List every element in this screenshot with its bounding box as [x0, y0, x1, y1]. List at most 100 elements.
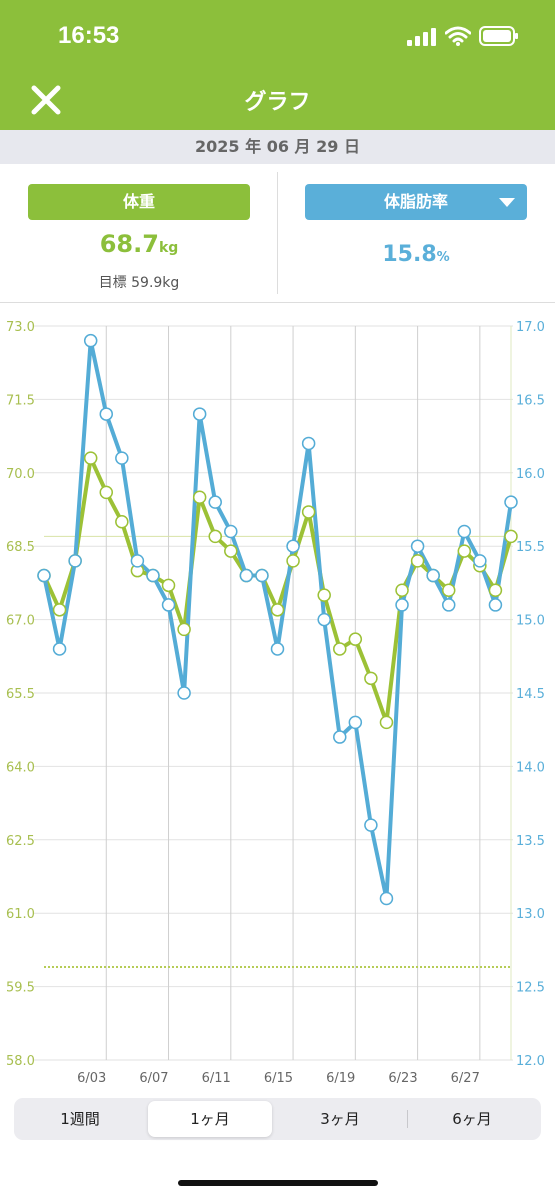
point-weight	[395, 583, 409, 597]
point-fat	[317, 612, 331, 627]
point-fat	[37, 568, 51, 583]
point-weight	[488, 583, 503, 597]
tab-6months[interactable]: 6ヶ月	[452, 1110, 492, 1128]
y-right-tick-label: 13.0	[516, 907, 545, 922]
point-fat	[457, 524, 472, 539]
y-left-tick-label: 68.5	[6, 540, 35, 555]
point-fat	[99, 407, 114, 421]
nav-bar: グラフ	[0, 70, 555, 130]
fat-value: 15.8%	[305, 242, 527, 267]
date-label: 2025 年 06 月 29 日	[0, 130, 555, 164]
point-weight	[161, 578, 176, 593]
point-fat	[441, 598, 456, 612]
tab-3months[interactable]: 3ヶ月	[320, 1110, 360, 1128]
point-weight	[115, 514, 129, 529]
point-fat	[146, 568, 160, 583]
metrics-panel: 体重 68.7kg 目標 59.9kg 体脂肪率 15.8%	[0, 164, 555, 303]
metrics-divider	[277, 172, 278, 294]
point-fat	[161, 598, 176, 612]
point-fat	[270, 642, 285, 656]
point-fat	[177, 686, 191, 700]
point-weight	[410, 554, 425, 568]
y-right-tick-label: 14.5	[516, 687, 545, 702]
point-weight	[317, 588, 331, 602]
point-weight	[441, 583, 456, 597]
point-fat	[286, 539, 300, 553]
point-fat	[364, 818, 378, 832]
y-right-tick-label: 15.5	[516, 540, 545, 555]
tab-1week[interactable]: 1週間	[60, 1110, 100, 1128]
point-fat	[379, 891, 394, 906]
y-left-tick-label: 61.0	[6, 907, 35, 922]
weight-fat-chart: 73.0 17.0 71.5 16.5 70.0 16.0 68.5 15.5 67.0 15.0…	[6, 320, 545, 1086]
page-title: グラフ	[244, 90, 311, 115]
y-right-tick-label: 12.0	[516, 1054, 545, 1069]
point-fat	[208, 495, 222, 509]
tab-separator	[407, 1110, 408, 1128]
wifi-icon	[445, 26, 471, 46]
y-right-tick-label: 14.0	[516, 760, 545, 775]
point-weight	[192, 490, 207, 505]
y-right-tick-label: 13.5	[516, 834, 545, 849]
point-weight	[177, 622, 191, 637]
status-time: 16:53	[58, 22, 120, 49]
y-right-tick-label: 15.0	[516, 614, 545, 629]
signal-icon	[407, 28, 436, 46]
point-weight	[301, 505, 316, 519]
point-fat	[333, 730, 347, 744]
y-left-tick-label: 65.5	[6, 687, 35, 702]
y-right-tick-label: 16.0	[516, 467, 545, 482]
weight-number: 68.7	[99, 230, 159, 258]
tab-1month[interactable]: 1ヶ月	[148, 1101, 272, 1137]
y-left-tick-label: 64.0	[6, 760, 35, 775]
point-fat	[52, 642, 67, 656]
point-fat	[473, 554, 487, 568]
point-fat	[115, 451, 129, 465]
status-bar: 16:53	[0, 0, 555, 70]
fat-number: 15.8	[382, 242, 437, 267]
point-weight	[286, 554, 300, 568]
y-left-tick-label: 59.5	[6, 981, 35, 996]
point-weight	[379, 715, 394, 730]
point-fat	[224, 524, 238, 539]
x-tick-label: 6/15	[264, 1071, 293, 1086]
y-left-tick-label: 73.0	[6, 320, 35, 335]
close-icon[interactable]	[26, 80, 66, 120]
weight-value: 68.7kg	[28, 230, 250, 258]
x-tick-label: 6/03	[77, 1071, 106, 1086]
y-right-tick-label: 12.5	[516, 981, 545, 996]
point-fat	[348, 715, 363, 730]
fat-dropdown-button[interactable]: 体脂肪率	[305, 184, 527, 220]
y-left-tick-label: 70.0	[6, 467, 35, 482]
battery-icon	[479, 26, 518, 46]
point-weight	[504, 529, 518, 544]
x-tick-label: 6/19	[326, 1071, 355, 1086]
y-left-tick-label: 71.5	[6, 393, 35, 408]
point-weight	[348, 632, 363, 646]
point-fat	[130, 554, 145, 568]
point-fat	[68, 554, 82, 568]
point-fat	[192, 407, 207, 421]
point-fat	[410, 539, 425, 553]
point-fat	[426, 568, 440, 583]
weight-unit: kg	[158, 240, 179, 256]
point-weight	[364, 671, 378, 686]
point-weight	[99, 485, 114, 500]
weight-goal: 目標 59.9kg	[98, 275, 180, 291]
x-tick-label: 6/07	[139, 1071, 168, 1086]
y-left-tick-label: 67.0	[6, 614, 35, 629]
point-weight	[83, 451, 98, 465]
x-tick-label: 6/23	[388, 1071, 417, 1086]
point-weight	[333, 642, 347, 656]
y-right-tick-label: 16.5	[516, 393, 545, 408]
point-fat	[301, 436, 316, 451]
point-fat	[255, 568, 269, 583]
y-left-tick-label: 58.0	[6, 1054, 35, 1069]
period-tabs: 1週間 1ヶ月 3ヶ月 6ヶ月	[14, 1098, 541, 1140]
weight-button[interactable]: 体重	[28, 184, 250, 220]
point-fat	[504, 495, 518, 509]
point-weight	[208, 529, 222, 544]
x-tick-label: 6/11	[202, 1071, 231, 1086]
home-indicator	[178, 1180, 378, 1186]
fat-unit: %	[436, 250, 450, 265]
